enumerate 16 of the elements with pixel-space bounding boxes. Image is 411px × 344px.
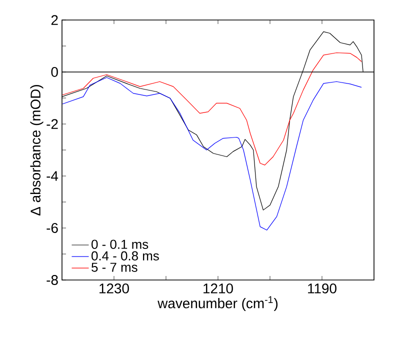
y-tick-label: -2: [46, 119, 58, 129]
y-tick-label: -6: [46, 223, 58, 233]
x-tick-label: 1190: [308, 284, 336, 294]
y-tick-label: -4: [46, 171, 58, 181]
y-tick-label: -8: [46, 275, 58, 285]
y-tick-label: 0: [51, 67, 58, 77]
y-axis-title: Δ absorbance (mOD): [30, 84, 44, 216]
x-axis-title: wavenumber (cm$^{-1}$): [158, 296, 278, 312]
line-series: [62, 77, 362, 230]
legend-label: 0 - 0.1 ms: [92, 240, 148, 249]
legend-label: 0.4 - 0.8 ms: [92, 251, 159, 260]
x-tick-label: 1210: [204, 284, 233, 294]
legend-label: 5 - 7 ms: [92, 262, 138, 272]
x-tick-label: 1230: [100, 284, 129, 294]
line-series: [62, 52, 362, 166]
y-tick-label: 2: [51, 15, 58, 25]
